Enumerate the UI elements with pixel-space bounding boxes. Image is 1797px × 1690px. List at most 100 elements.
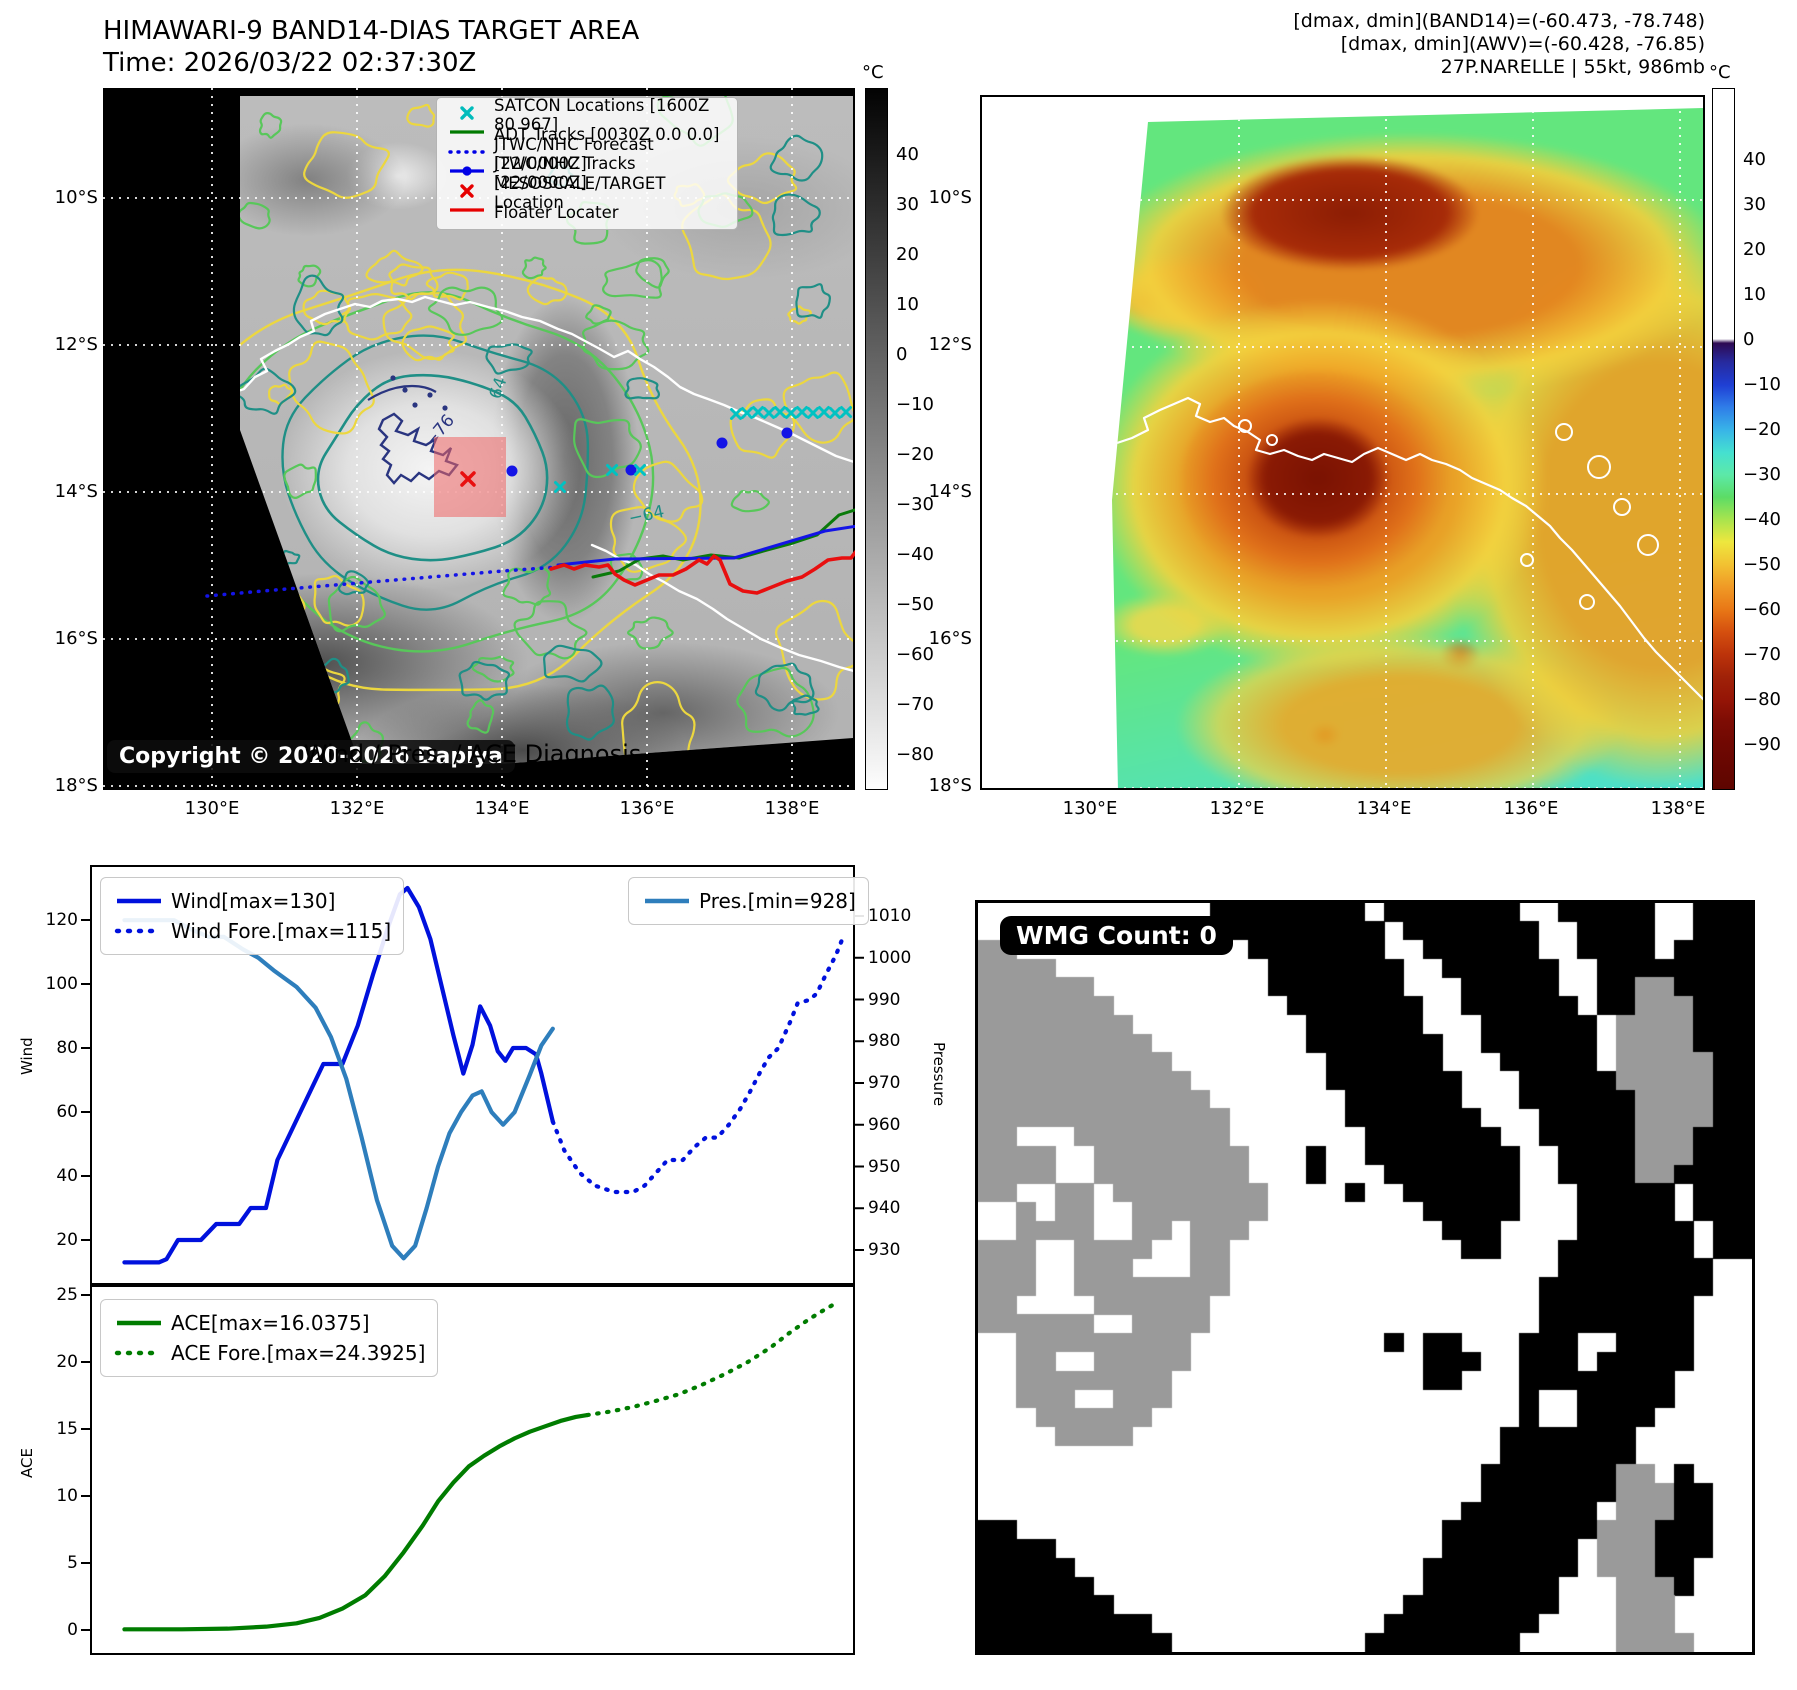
legend-item-label: ADT Tracks [0030Z 0.0 0.0] xyxy=(494,124,720,144)
tr-xtick: 134°E xyxy=(1356,798,1412,819)
legend-item-label: MESOSCALE/TARGET Location xyxy=(494,173,666,212)
tr-cbar-tick: −90 xyxy=(1743,734,1781,755)
green-line-icon xyxy=(450,130,484,134)
wind-ytick: 100 xyxy=(45,974,78,994)
tr-ytick: 10°S xyxy=(928,187,972,208)
ace-ytick: 5 xyxy=(67,1553,78,1573)
ace-ytick: 15 xyxy=(56,1419,78,1439)
tl-cbar-tick: −60 xyxy=(896,644,934,665)
tl-cbar-tick: −50 xyxy=(896,594,934,615)
blue-dotted-line-icon xyxy=(448,150,486,154)
tl-cbar-tick: −40 xyxy=(896,544,934,565)
wind-ytick: 60 xyxy=(56,1102,78,1122)
dotted-line-icon xyxy=(114,1350,164,1356)
satellite-map-color xyxy=(980,95,1705,790)
tl-cbar-tick: 40 xyxy=(896,144,919,165)
pressure-ytick: 940 xyxy=(868,1198,901,1219)
wind-ytick: 20 xyxy=(56,1230,78,1250)
wmg-panel: WMG Count: 0 xyxy=(975,900,1755,1655)
tl-colorbar-unit: °C xyxy=(862,62,884,83)
legend-item-label: Pres.[min=928] xyxy=(699,889,856,913)
pressure-ytick: 990 xyxy=(868,989,901,1010)
legend-item-label: Floater Locater xyxy=(494,202,619,222)
tl-xtick: 132°E xyxy=(329,798,385,819)
pressure-ytick: 950 xyxy=(868,1156,901,1177)
legend-item: ADT Tracks [0030Z 0.0 0.0] xyxy=(446,125,728,145)
wmg-count-badge: WMG Count: 0 xyxy=(1000,916,1233,955)
solid-line-icon xyxy=(645,898,689,904)
satellite-map-band14: −76 64 −64 SATCON Locations [1600Z 80 967]… xyxy=(103,88,855,790)
legend-item: Wind[max=130] xyxy=(113,886,391,916)
tr-xtick: 130°E xyxy=(1062,798,1118,819)
ace-ytick: 0 xyxy=(67,1620,78,1640)
tl-cbar-tick: −30 xyxy=(896,494,934,515)
wind-legend: Wind[max=130] Wind Fore.[max=115] xyxy=(100,877,405,955)
legend-item: JTWC/NHC Forecast [22/0000Z] xyxy=(446,135,728,173)
wind-ytick: 80 xyxy=(56,1038,78,1058)
pressure-ytick: 970 xyxy=(868,1073,901,1093)
tl-xtick: 138°E xyxy=(764,798,820,819)
tr-cbar-tick: −60 xyxy=(1743,599,1781,620)
tr-cbar-tick: −40 xyxy=(1743,509,1781,530)
tr-ytick: 14°S xyxy=(928,481,972,502)
storm-tracks-overlay xyxy=(205,406,855,598)
pressure-axis-label: Pressure xyxy=(930,1042,948,1107)
ace-ytick: 25 xyxy=(56,1285,78,1305)
tr-cbar-tick: 20 xyxy=(1743,239,1766,260)
tr-xtick: 136°E xyxy=(1503,798,1559,819)
pressure-ytick: 930 xyxy=(868,1240,901,1260)
panel-tr-dmax-band14: [dmax, dmin](BAND14)=(-60.473, -78.748) xyxy=(1293,10,1705,32)
ace-legend: ACE[max=16.0375] ACE Fore.[max=24.3925] xyxy=(100,1299,439,1377)
tl-cbar-tick: −80 xyxy=(896,744,934,765)
legend-item: SATCON Locations [1600Z 80 967] xyxy=(446,96,728,134)
tl-cbar-tick: −20 xyxy=(896,444,934,465)
satellite-color-image xyxy=(1112,108,1703,788)
pressure-ytick: 980 xyxy=(868,1031,901,1052)
temperature-colorbar xyxy=(1712,88,1735,790)
tl-cbar-tick: 0 xyxy=(896,344,908,365)
tl-ytick: 18°S xyxy=(54,775,98,796)
tl-xtick: 136°E xyxy=(619,798,675,819)
legend-item-label: Wind[max=130] xyxy=(171,889,336,913)
tr-cbar-tick: −30 xyxy=(1743,464,1781,485)
ace-ytick: 20 xyxy=(56,1352,78,1372)
legend-item-label: SATCON Locations [1600Z 80 967] xyxy=(494,95,710,134)
copyright-badge: Copyright © 2020-2026 Dapiya xyxy=(107,740,515,773)
ace-ytick: 10 xyxy=(56,1486,78,1506)
coastline-grid-overlay xyxy=(980,95,1705,790)
red-line-icon xyxy=(450,208,484,212)
legend-item: Pres.[min=928] xyxy=(641,886,856,916)
legend-item-label: JTWC/NHC Tracks [22/0000Z] xyxy=(494,154,636,193)
legend-item-label: ACE[max=16.0375] xyxy=(171,1311,370,1335)
pressure-ytick: 1010 xyxy=(868,906,912,926)
tr-ytick: 12°S xyxy=(928,334,972,355)
tr-xtick: 132°E xyxy=(1209,798,1265,819)
tl-xtick: 134°E xyxy=(474,798,530,819)
pressure-ytick: 1000 xyxy=(868,947,912,968)
tl-ytick: 10°S xyxy=(54,187,98,208)
solid-line-icon xyxy=(117,1320,161,1326)
cyan-x-icon xyxy=(460,106,474,120)
legend-item: Floater Locater xyxy=(446,203,728,223)
tl-xtick: 130°E xyxy=(184,798,240,819)
pressure-legend: Pres.[min=928] xyxy=(628,877,869,925)
tr-cbar-tick: −80 xyxy=(1743,689,1781,710)
chart-suptitle: Wind / Pres. / ACE Diagnosis xyxy=(303,740,642,768)
wind-axis-label: Wind xyxy=(18,1037,36,1075)
tr-ytick: 16°S xyxy=(928,628,972,649)
tr-cbar-tick: 40 xyxy=(1743,149,1766,170)
solid-line-icon xyxy=(117,898,161,904)
panel-tr-storm-name: 27P.NARELLE | 55kt, 986mb xyxy=(1440,56,1705,78)
panel-tl-time: Time: 2026/03/22 02:37:30Z xyxy=(103,48,477,78)
dotted-line-icon xyxy=(114,928,164,934)
tr-cbar-tick: −50 xyxy=(1743,554,1781,575)
tr-ytick: 18°S xyxy=(928,775,972,796)
map-legend: SATCON Locations [1600Z 80 967] ADT Track… xyxy=(436,96,738,230)
tl-cbar-tick: 20 xyxy=(896,244,919,265)
legend-item-label: JTWC/NHC Forecast [22/0000Z] xyxy=(494,134,654,173)
legend-item: MESOSCALE/TARGET Location xyxy=(446,174,728,212)
tl-ytick: 16°S xyxy=(54,628,98,649)
wind-ytick: 120 xyxy=(45,910,78,930)
wind-ytick: 40 xyxy=(56,1166,78,1186)
tl-cbar-tick: 30 xyxy=(896,194,919,215)
